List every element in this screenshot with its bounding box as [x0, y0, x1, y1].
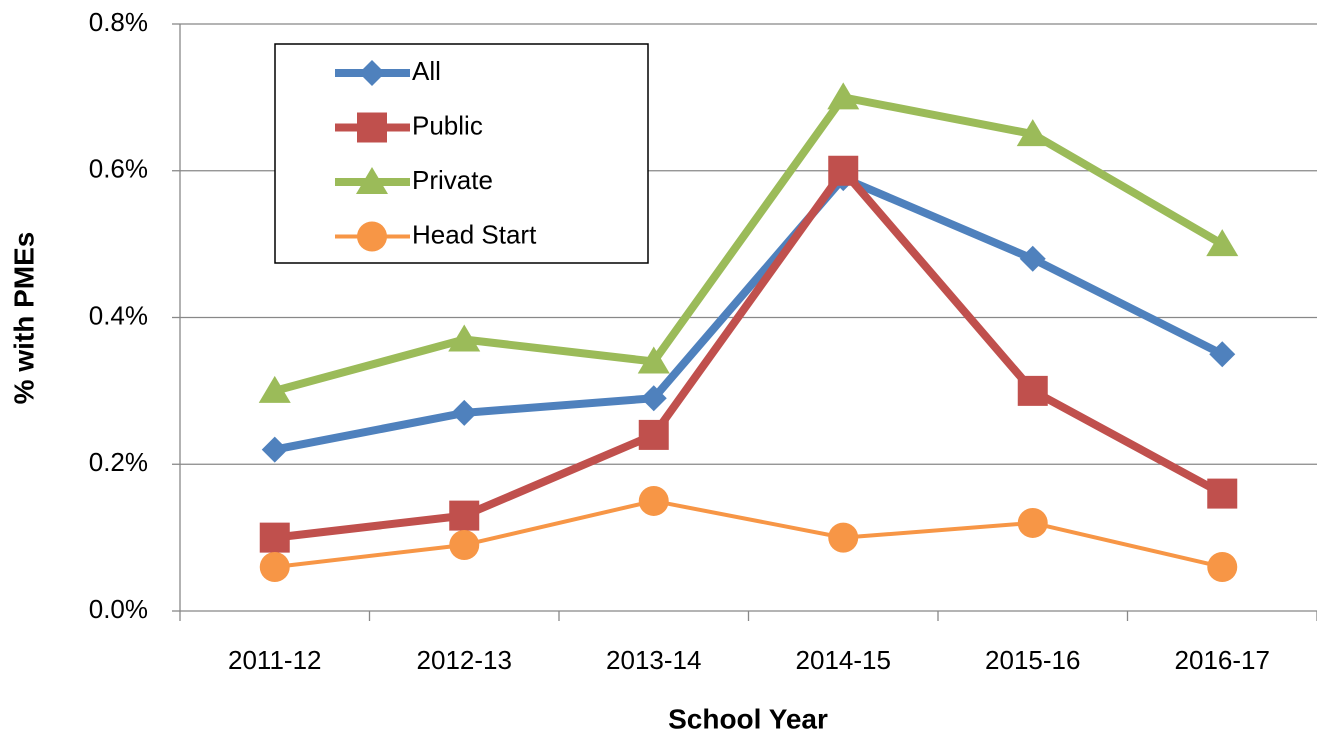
legend-box — [274, 43, 649, 264]
marker — [640, 385, 667, 412]
marker — [451, 399, 478, 426]
marker — [449, 529, 480, 560]
marker — [449, 500, 480, 531]
marker — [359, 60, 385, 86]
x-tick-label: 2012-13 — [417, 645, 512, 675]
y-axis-title: % with PMEs — [8, 232, 39, 405]
marker — [448, 324, 481, 352]
marker — [1017, 375, 1048, 406]
x-tick-label: 2016-17 — [1175, 645, 1270, 675]
marker — [1017, 507, 1048, 538]
marker — [828, 522, 859, 553]
marker — [828, 155, 859, 186]
legend-label: Public — [412, 110, 483, 140]
marker — [638, 419, 669, 450]
series-line — [273, 174, 1225, 454]
marker — [1207, 551, 1238, 582]
marker — [259, 522, 290, 553]
x-tick-label: 2011-12 — [228, 645, 322, 675]
marker — [1019, 245, 1046, 272]
legend-label: All — [412, 56, 441, 86]
marker — [356, 167, 388, 194]
y-tick-label: 0.6% — [89, 154, 148, 184]
x-tick-label: 2013-14 — [606, 645, 701, 675]
marker — [1209, 341, 1236, 368]
marker — [258, 375, 291, 403]
marker — [827, 82, 860, 110]
marker — [1016, 119, 1049, 147]
y-tick-label: 0.2% — [89, 447, 148, 477]
x-axis-title: School Year — [668, 703, 828, 734]
series-line — [274, 498, 1223, 569]
series-line — [274, 166, 1225, 542]
marker — [261, 436, 288, 463]
legend-label: Private — [412, 165, 493, 195]
marker — [638, 485, 669, 516]
marker — [259, 551, 290, 582]
marker — [1207, 478, 1238, 509]
marker — [357, 112, 387, 143]
marker — [1206, 229, 1239, 257]
y-tick-label: 0.8% — [89, 7, 148, 37]
legend-label: Head Start — [412, 219, 537, 249]
marker — [357, 221, 387, 252]
y-tick-label: 0.0% — [89, 594, 148, 624]
x-tick-label: 2014-15 — [796, 645, 891, 675]
legend: All Public Private Head Start — [274, 43, 649, 264]
y-tick-label: 0.4% — [89, 300, 148, 330]
x-tick-label: 2015-16 — [985, 645, 1080, 675]
marker — [637, 346, 670, 374]
series-line — [273, 93, 1225, 395]
